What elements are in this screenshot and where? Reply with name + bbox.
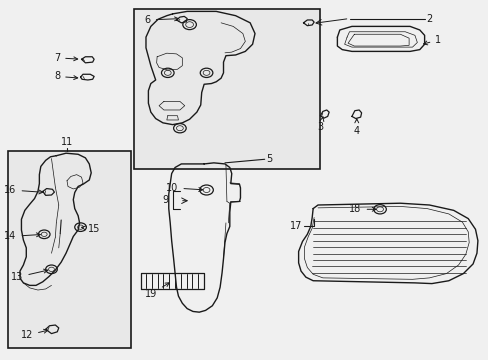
Text: 10: 10 [166,183,203,193]
Text: 1: 1 [423,35,441,45]
Text: 16: 16 [4,185,42,195]
Text: 17: 17 [289,221,302,231]
Text: 13: 13 [11,269,48,282]
Text: 12: 12 [20,329,48,341]
Text: 4: 4 [353,119,359,136]
Text: 15: 15 [81,224,100,234]
Text: 2: 2 [425,14,431,23]
Text: 18: 18 [348,204,375,214]
Text: 14: 14 [4,231,41,242]
Text: 3: 3 [317,117,323,132]
Text: 8: 8 [54,71,78,81]
Text: 5: 5 [265,154,272,164]
Text: 19: 19 [144,283,169,299]
Bar [8,152,131,348]
Text: 9: 9 [163,195,168,204]
Text: 6: 6 [144,15,178,25]
Text: 7: 7 [54,53,78,63]
Text: 11: 11 [61,137,74,147]
Bar [134,9,320,169]
